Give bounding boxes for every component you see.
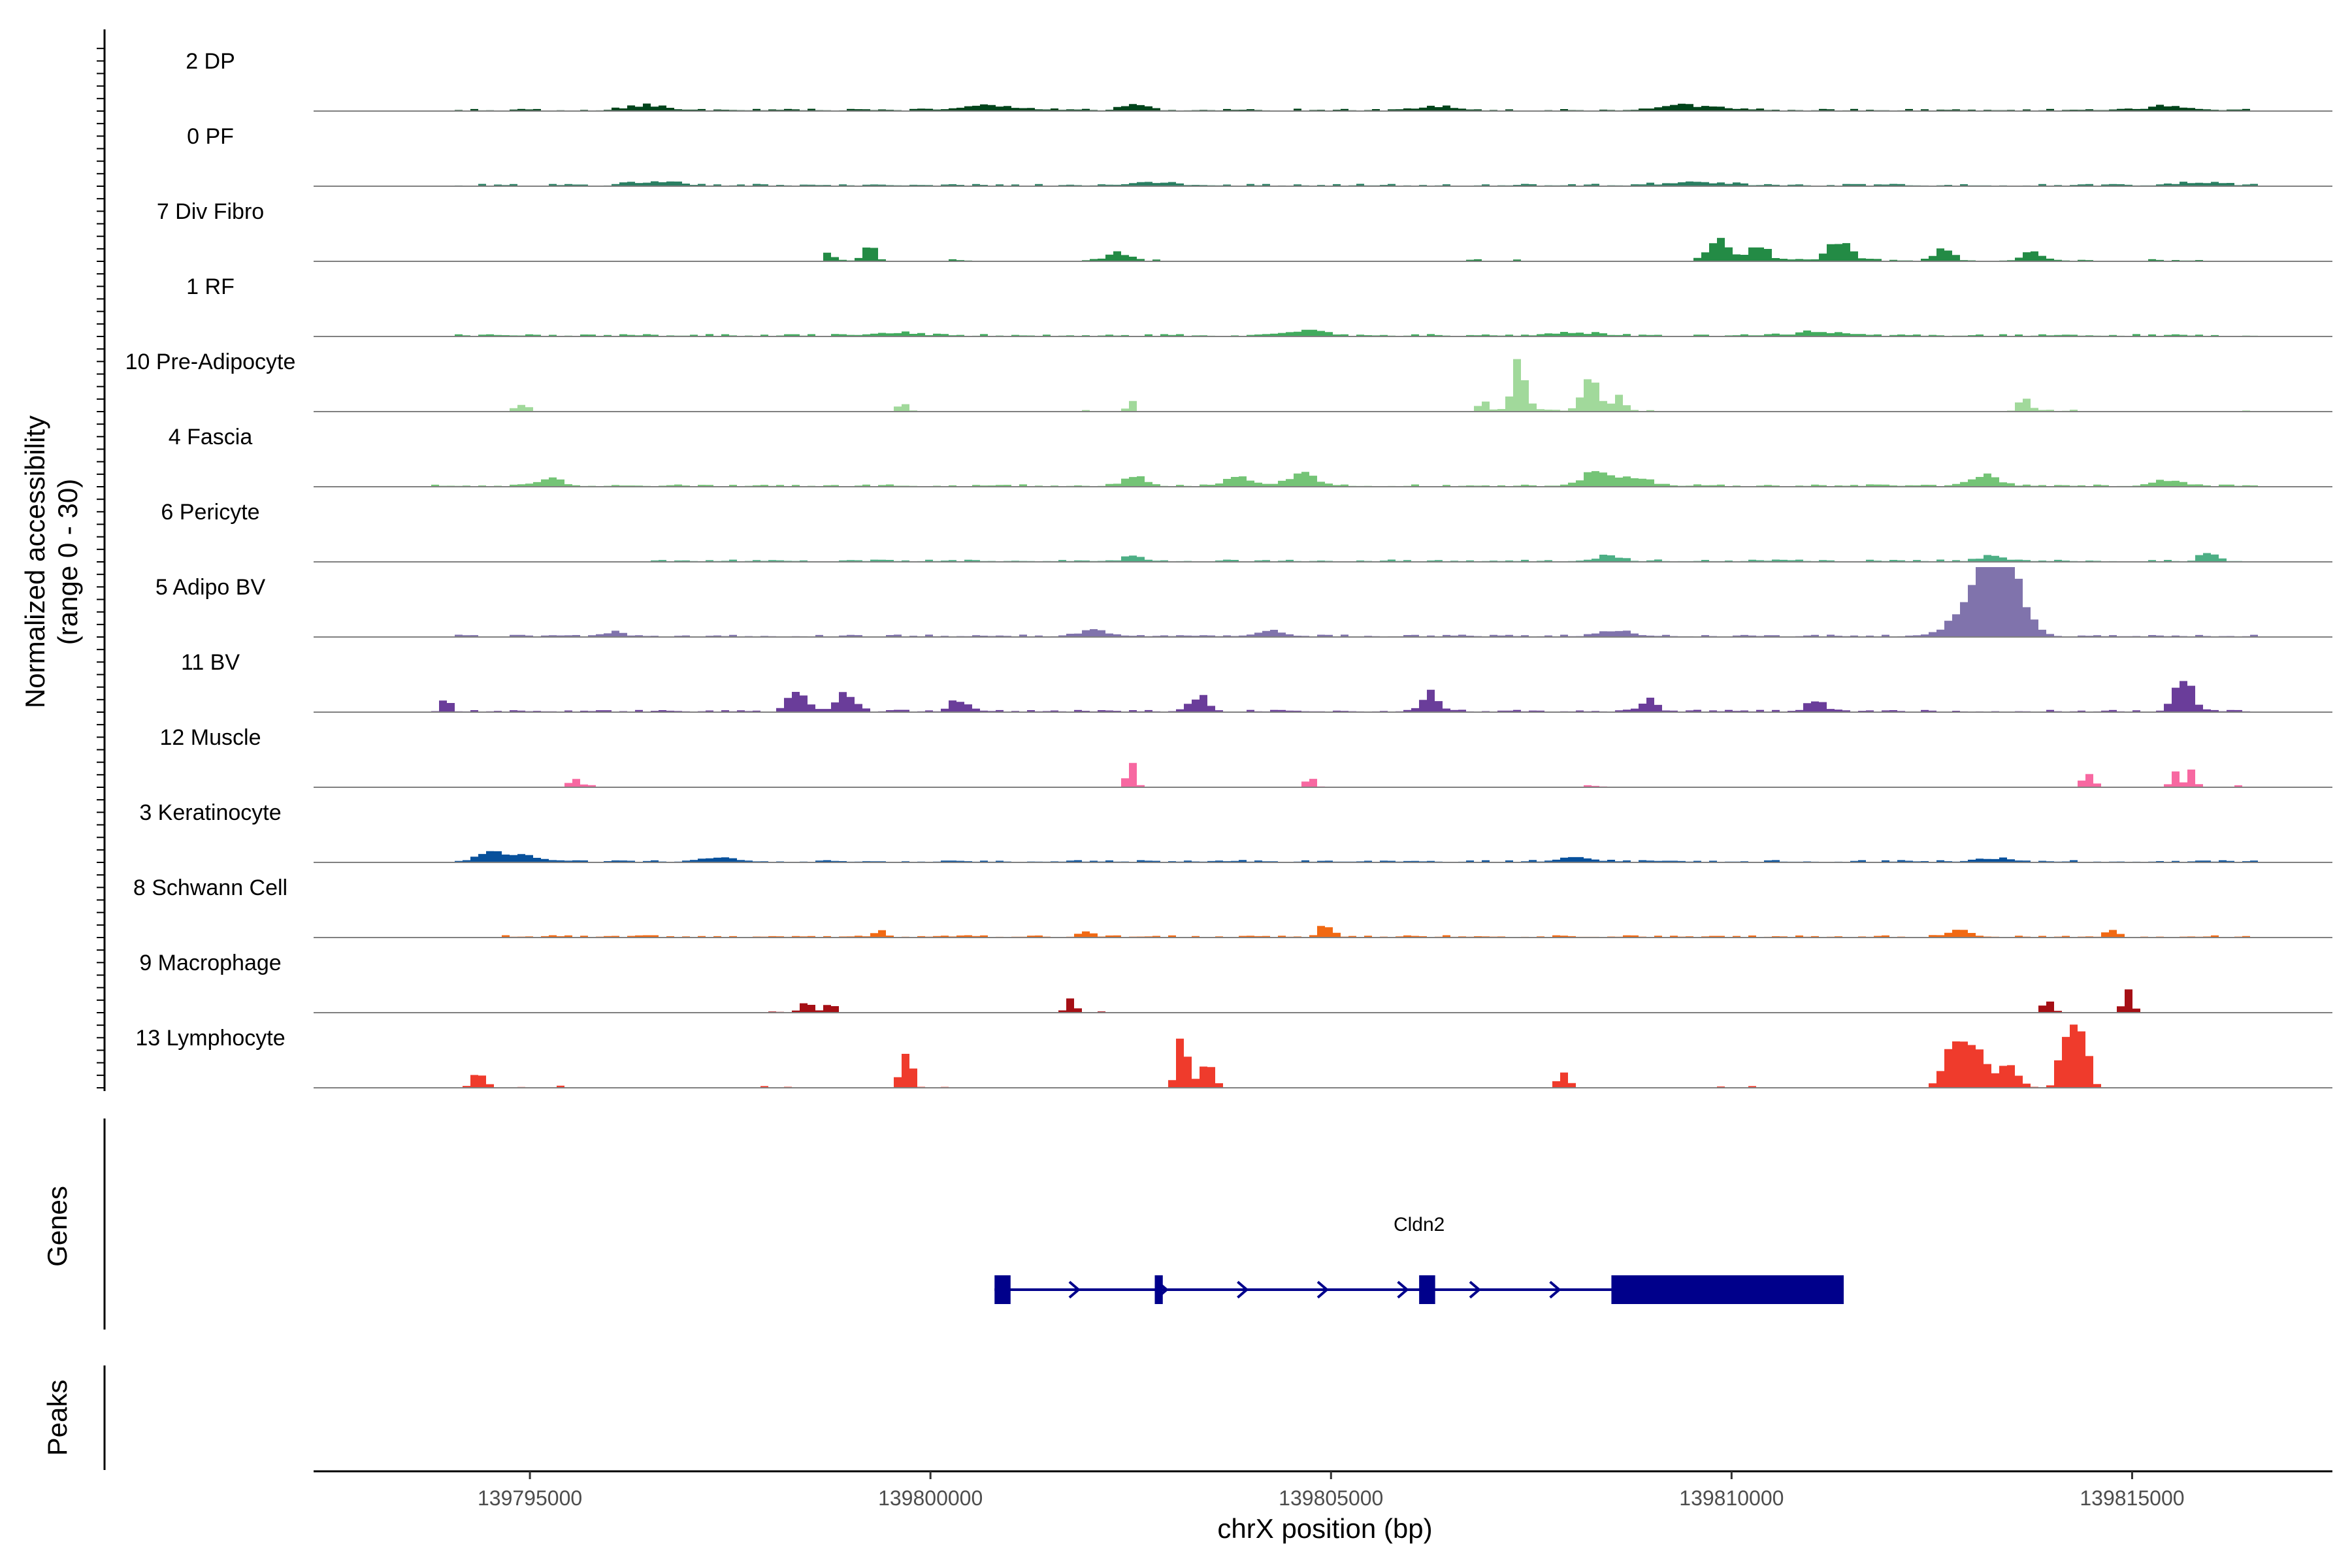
strand-arrow	[1316, 1281, 1330, 1299]
strand-arrow	[1068, 1281, 1081, 1299]
peaks-track: Peaks	[42, 1365, 106, 1470]
track-label: 2 DP	[186, 49, 235, 74]
gene-exon	[1419, 1275, 1435, 1304]
peaks-track-title: Peaks	[42, 1380, 73, 1456]
gene-label: Cldn2	[1394, 1214, 1445, 1235]
track-10: 3 Keratinocyte	[139, 800, 2336, 863]
coverage-area	[314, 567, 2336, 637]
x-tick-label: 139805000	[1279, 1486, 1383, 1510]
gene-exon	[1154, 1275, 1163, 1304]
strand-arrow	[1469, 1281, 1482, 1299]
coverage-area	[314, 359, 2336, 412]
gene-exon	[1611, 1275, 1844, 1304]
track-label: 4 Fascia	[169, 425, 253, 449]
track-label: 3 Keratinocyte	[139, 800, 281, 825]
y-axis-title-line1: Normalized accessibility	[20, 416, 50, 708]
genes-track-title: Genes	[42, 1186, 73, 1267]
track-label: 10 Pre-Adipocyte	[125, 350, 296, 374]
track-11: 8 Schwann Cell	[133, 875, 2336, 938]
track-9: 12 Muscle	[160, 725, 2336, 788]
y-axis-title-line2: (range 0 - 30)	[52, 479, 83, 645]
coverage-area	[314, 238, 2336, 261]
track-label: 0 PF	[187, 124, 234, 149]
strand-arrow	[1237, 1281, 1249, 1299]
coverage-area	[314, 762, 2336, 787]
x-axis-title: chrX position (bp)	[1217, 1513, 1432, 1544]
strand-arrow	[1397, 1281, 1409, 1299]
strand-arrow	[1549, 1281, 1561, 1299]
coverage-area	[314, 851, 2336, 862]
track-6: 6 Pericyte	[161, 500, 2336, 563]
x-tick-label: 139800000	[878, 1486, 983, 1510]
track-label: 12 Muscle	[160, 725, 261, 750]
coverage-area	[314, 471, 2336, 487]
tracks-layer: 2 DP 0 PF 7 Div Fibro 1 RF 10 Pre-Adipocyte 4…	[97, 29, 2336, 1091]
coverage-area	[314, 1024, 2336, 1088]
track-13: 13 Lymphocyte	[135, 1024, 2336, 1088]
track-12: 9 Macrophage	[139, 951, 2336, 1013]
coverage-area	[314, 681, 2336, 712]
track-7: 5 Adipo BV	[155, 567, 2336, 638]
track-label: 11 BV	[181, 650, 240, 675]
track-4: 10 Pre-Adipocyte	[125, 350, 2336, 412]
x-tick-label: 139815000	[2080, 1486, 2184, 1510]
track-8: 11 BV	[181, 650, 2336, 713]
coverage-area	[314, 926, 2336, 938]
track-3: 1 RF	[186, 274, 2336, 337]
track-label: 9 Macrophage	[139, 951, 281, 975]
x-axis: chrX position (bp) 139795000 139800000 139…	[314, 1470, 2332, 1544]
coverage-area	[314, 181, 2336, 186]
track-label: 6 Pericyte	[161, 500, 259, 525]
coverage-area	[314, 329, 2336, 336]
track-label: 13 Lymphocyte	[135, 1026, 285, 1051]
track-label: 7 Div Fibro	[157, 199, 264, 224]
track-label: 8 Schwann Cell	[133, 875, 287, 900]
coverage-area	[314, 103, 2336, 111]
track-1: 0 PF	[187, 124, 2336, 187]
coverage-area	[314, 989, 2336, 1013]
gene-exon	[994, 1275, 1011, 1304]
track-label: 1 RF	[186, 274, 235, 299]
track-0: 2 DP	[186, 49, 2336, 112]
track-5: 4 Fascia	[169, 425, 2336, 487]
gene-track: Genes Cldn2	[42, 1119, 1844, 1330]
x-tick-label: 139810000	[1679, 1486, 1784, 1510]
track-label: 5 Adipo BV	[155, 575, 266, 600]
y-axis-title: Normalized accessibility (range 0 - 30)	[20, 416, 83, 708]
coverage-area	[314, 553, 2336, 562]
track-2: 7 Div Fibro	[157, 199, 2336, 262]
x-tick-label: 139795000	[478, 1486, 582, 1510]
